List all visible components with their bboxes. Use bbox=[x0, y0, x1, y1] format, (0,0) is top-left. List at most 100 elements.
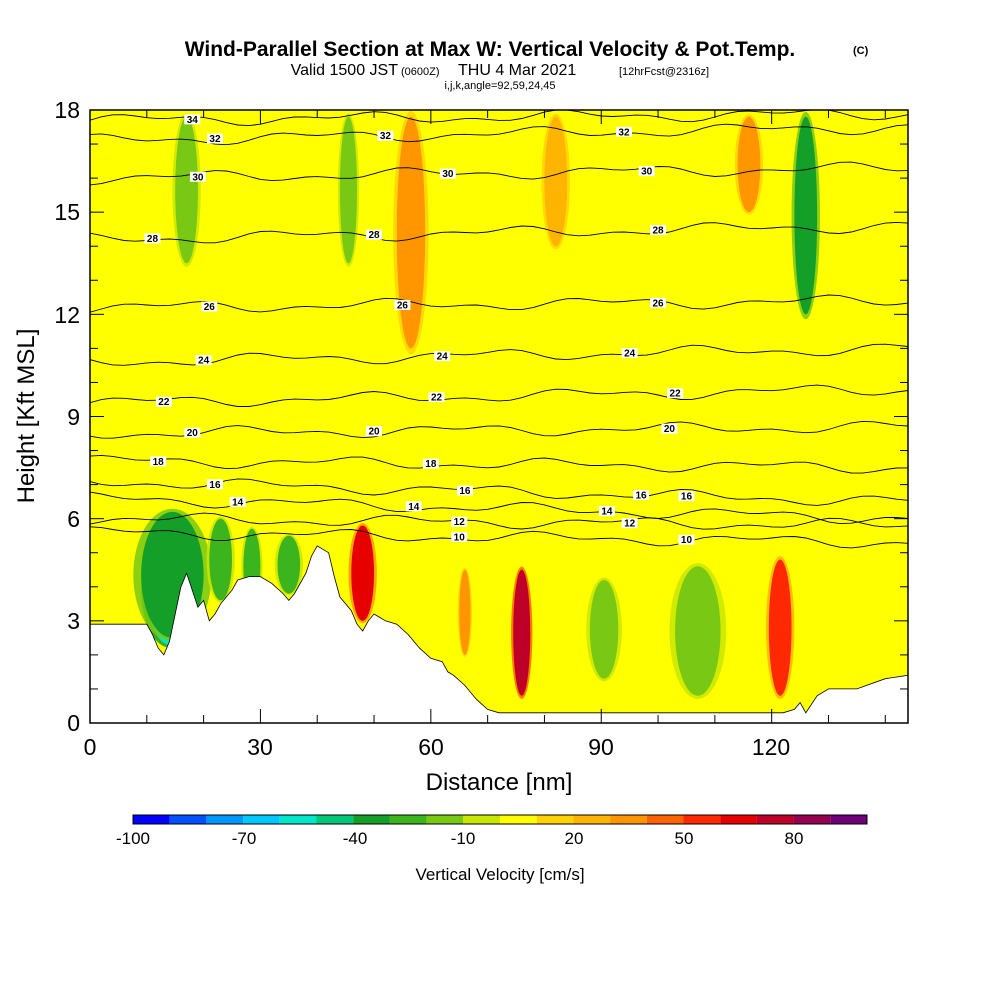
contour-label: 16 bbox=[635, 490, 647, 501]
isentrope-line bbox=[90, 454, 908, 474]
isentrope-line bbox=[90, 384, 908, 407]
x-tick-label: 30 bbox=[247, 734, 273, 760]
contour-label-bg bbox=[439, 168, 456, 179]
velocity-cell bbox=[794, 116, 818, 315]
contour-label-bg bbox=[650, 297, 667, 308]
isentrope-line bbox=[90, 526, 908, 549]
contour-label: 26 bbox=[397, 300, 409, 311]
chart-title: Wind-Parallel Section at Max W: Vertical… bbox=[185, 38, 796, 61]
contour-label-bg bbox=[144, 233, 161, 244]
y-tick-label: 18 bbox=[54, 97, 80, 123]
contour-label: 32 bbox=[209, 134, 221, 145]
contour-label-bg bbox=[189, 171, 206, 182]
contour-label: 10 bbox=[681, 535, 693, 546]
contour-label: 34 bbox=[187, 115, 199, 126]
colorbar bbox=[132, 814, 868, 825]
valid-date: THU 4 Mar 2021 bbox=[458, 62, 576, 79]
isentrope-line bbox=[90, 221, 908, 244]
contour-label: 30 bbox=[192, 172, 204, 183]
colorbar-tick-label: 50 bbox=[675, 829, 694, 848]
contour-label: 22 bbox=[670, 389, 682, 400]
colorbar-swatch bbox=[243, 815, 280, 824]
plot-area: 34 32 32 32 30 30 30 28 28 28 26 26 26 24 24 24 22 22 22 20… bbox=[89, 109, 909, 724]
contour-label-bg bbox=[428, 392, 445, 403]
contour-label-bg bbox=[366, 229, 383, 240]
velocity-cell bbox=[675, 566, 721, 696]
valid-time: Valid 1500 JST bbox=[291, 62, 399, 79]
velocity-cell bbox=[589, 579, 619, 679]
colorbar-swatch bbox=[316, 815, 354, 824]
colorbar-swatch bbox=[646, 815, 684, 824]
isentrope-line bbox=[90, 478, 908, 506]
contour-label-bg bbox=[451, 531, 468, 542]
colorbar-swatch bbox=[610, 815, 647, 824]
colorbar-swatch bbox=[133, 815, 170, 824]
contour-label-bg bbox=[201, 301, 218, 312]
contour-label: 12 bbox=[454, 517, 466, 528]
contour-label-bg bbox=[434, 351, 451, 362]
colorbar-tick-label: -10 bbox=[451, 829, 476, 848]
contour-label: 20 bbox=[368, 427, 380, 438]
contour-label: 28 bbox=[652, 225, 664, 236]
contour-label: 18 bbox=[153, 457, 165, 468]
contour-label-bg bbox=[184, 427, 201, 438]
contour-label: 22 bbox=[431, 393, 443, 404]
contour-label: 14 bbox=[232, 497, 244, 508]
velocity-cell bbox=[175, 116, 198, 264]
colorbar-title: Vertical Velocity [cm/s] bbox=[415, 865, 584, 884]
y-axis-title: Height [Kft MSL] bbox=[13, 329, 40, 504]
contour-label-bg bbox=[638, 166, 655, 177]
contour-label-bg bbox=[456, 485, 473, 496]
colorbar-swatch bbox=[389, 815, 427, 824]
colorbar-tick-label: -70 bbox=[232, 829, 257, 848]
contour-label-bg bbox=[678, 534, 695, 545]
contour-label: 24 bbox=[437, 352, 449, 363]
colorbar-swatch bbox=[206, 815, 244, 824]
contour-labels: 34 32 32 32 30 30 30 28 28 28 26 26 26 24 24 24 22 22 22 20… bbox=[144, 114, 695, 546]
contour-label-bg bbox=[229, 496, 246, 507]
velocity-cell bbox=[396, 116, 426, 349]
contour-label: 20 bbox=[664, 424, 676, 435]
colorbar-swatch bbox=[756, 815, 794, 824]
y-tick-label: 9 bbox=[67, 404, 80, 430]
contour-label: 14 bbox=[408, 502, 420, 513]
y-tick-label: 6 bbox=[67, 506, 80, 532]
velocity-cell bbox=[544, 116, 568, 247]
isentrope-line bbox=[90, 491, 908, 525]
colorbar-swatch bbox=[426, 815, 464, 824]
contour-label: 20 bbox=[187, 428, 199, 439]
velocity-cell bbox=[209, 518, 233, 601]
contour-label: 24 bbox=[198, 356, 210, 367]
velocity-cell bbox=[768, 559, 792, 696]
colorbar-swatch bbox=[793, 815, 831, 824]
colorbar-swatch bbox=[830, 815, 867, 824]
velocity-cell bbox=[513, 569, 531, 696]
contour-label: 16 bbox=[209, 480, 221, 491]
x-tick-label: 0 bbox=[84, 734, 97, 760]
x-axis-title: Distance [nm] bbox=[426, 769, 573, 796]
contour-label: 16 bbox=[459, 486, 471, 497]
contour-label-bg bbox=[206, 479, 223, 490]
contour-label: 10 bbox=[454, 532, 466, 543]
y-tick-label: 0 bbox=[67, 710, 80, 736]
colorbar-swatch bbox=[353, 815, 390, 824]
contour-label-bg bbox=[422, 458, 439, 469]
isentrope-line bbox=[90, 123, 908, 146]
colorbar-swatch bbox=[279, 815, 317, 824]
contour-label: 24 bbox=[624, 349, 636, 360]
contour-label: 30 bbox=[442, 169, 454, 180]
contour-label-bg bbox=[615, 126, 632, 137]
contour-label-bg bbox=[633, 489, 650, 500]
contour-label: 32 bbox=[618, 127, 630, 138]
colorbar-swatch bbox=[536, 815, 574, 824]
forecast-info: [12hrFcst@2316z] bbox=[619, 66, 709, 78]
velocity-cell bbox=[339, 116, 357, 264]
contour-label: 28 bbox=[368, 230, 380, 241]
contour-label: 12 bbox=[624, 519, 636, 530]
contour-label: 30 bbox=[641, 167, 653, 178]
y-tick-label: 3 bbox=[67, 608, 80, 634]
contour-label-bg bbox=[184, 114, 201, 125]
contour-label-bg bbox=[598, 506, 615, 517]
valid-utc: (0600Z) bbox=[401, 66, 440, 78]
